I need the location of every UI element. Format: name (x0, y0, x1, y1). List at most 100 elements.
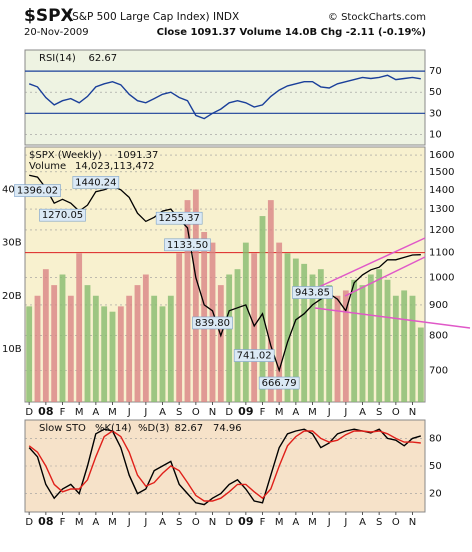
x-tick-label: M (308, 517, 317, 528)
volume-bar (159, 306, 166, 402)
x-tick-label: F (260, 407, 266, 418)
volume-bar (359, 285, 366, 402)
annotation-box (292, 286, 333, 299)
x-tick-label: 09 (238, 515, 253, 528)
x-tick-label: O (192, 407, 200, 418)
x-tick-label: A (359, 517, 366, 528)
annotation: 1440.24 (75, 177, 116, 188)
x-tick-label: O (392, 517, 400, 528)
volume-bar (301, 263, 308, 402)
source: © StockCharts.com (328, 12, 426, 23)
volume-bar (326, 285, 333, 402)
annotation-box (39, 208, 86, 222)
y-tick-label: 20 (429, 489, 442, 500)
volume-bar (234, 269, 241, 402)
symbol: $SPX (24, 6, 74, 26)
date: 20-Nov-2009 (24, 27, 89, 38)
volume-bar (42, 269, 49, 402)
volume-bar (109, 311, 116, 402)
annotation: 741.02 (237, 351, 272, 362)
annotation-box (72, 176, 120, 189)
trend-line (344, 256, 426, 297)
volume-bar (317, 269, 324, 402)
volume-bar (226, 274, 233, 402)
annotation: 1396.02 (17, 186, 58, 197)
annotation-box (258, 376, 300, 390)
volume-bar (84, 285, 91, 402)
volume-bar (67, 295, 74, 402)
x-tick-label: M (275, 517, 284, 528)
x-tick-label: D (25, 517, 33, 528)
line-series (28, 430, 421, 502)
y-tick-label: 1300 (429, 204, 454, 215)
x-tick-label: S (376, 407, 382, 418)
x-tick-label: D (225, 407, 233, 418)
y-tick-label: 900 (429, 300, 448, 311)
x-tick-label: A (292, 517, 299, 528)
annotation-box (14, 184, 61, 197)
x-tick-label: N (209, 407, 216, 418)
volume-bar (334, 295, 341, 402)
volume-bar (409, 295, 416, 402)
annotation: 1270.05 (42, 210, 83, 221)
x-tick-label: 08 (38, 405, 53, 418)
volume-bar (101, 306, 108, 402)
annotation: 943.85 (295, 288, 330, 299)
volume-bar (92, 295, 99, 402)
volume-bar (217, 285, 224, 402)
x-tick-label: F (260, 517, 266, 528)
legend-value: 14,023,113,472 (75, 161, 155, 172)
y-tick-label: 10 (429, 129, 442, 140)
y2-tick-label: 10B (2, 344, 22, 355)
x-tick-label: M (108, 407, 117, 418)
volume-bar (351, 279, 358, 402)
trend-line (307, 237, 426, 293)
volume-bar (267, 200, 274, 402)
x-tick-label: S (176, 407, 182, 418)
y-tick-label: 800 (429, 331, 448, 342)
y-tick-label: 1000 (429, 272, 454, 283)
y-tick-label: 1100 (429, 248, 454, 259)
volume-bar (392, 295, 399, 402)
volume-bar (192, 189, 199, 402)
panel-title: RSI(14) (39, 53, 76, 64)
volume-bar (184, 200, 191, 402)
volume-bar (251, 253, 258, 402)
x-tick-label: F (60, 407, 66, 418)
x-tick-label: J (127, 517, 131, 528)
annotation: 1133.50 (167, 240, 208, 251)
volume-bar (134, 285, 141, 402)
legend-name: %K(14) (95, 423, 132, 434)
x-tick-label: D (225, 517, 233, 528)
y-tick-label: 50 (429, 87, 442, 98)
x-tick-label: N (409, 517, 416, 528)
y2-tick-label: 40B (2, 185, 22, 196)
annotation: 1255.37 (158, 213, 199, 224)
x-tick-label: M (75, 517, 84, 528)
x-tick-label: J (327, 407, 331, 418)
x-tick-label: M (308, 407, 317, 418)
legend-name: %D(3) (138, 423, 169, 434)
x-tick-label: A (359, 407, 366, 418)
x-tick-label: S (376, 517, 382, 528)
x-tick-label: D (25, 407, 33, 418)
volume-bar (176, 253, 183, 402)
x-tick-label: A (159, 517, 166, 528)
volume-bar (76, 253, 83, 402)
x-tick-label: S (176, 517, 182, 528)
volume-bar (309, 274, 316, 402)
volume-bar (367, 274, 374, 402)
y2-tick-label: 20B (2, 291, 22, 302)
legend-value: 82.67 (175, 423, 204, 434)
trend-line (314, 307, 471, 329)
y-tick-label: 1500 (429, 167, 454, 178)
x-tick-label: J (143, 517, 147, 528)
line-series (28, 74, 421, 120)
x-tick-label: O (192, 517, 200, 528)
y-tick-label: 30 (429, 108, 442, 119)
x-tick-label: J (143, 407, 147, 418)
legend-value: 74.96 (213, 423, 242, 434)
panel-bg (24, 146, 426, 403)
y-tick-label: 70 (429, 66, 442, 77)
